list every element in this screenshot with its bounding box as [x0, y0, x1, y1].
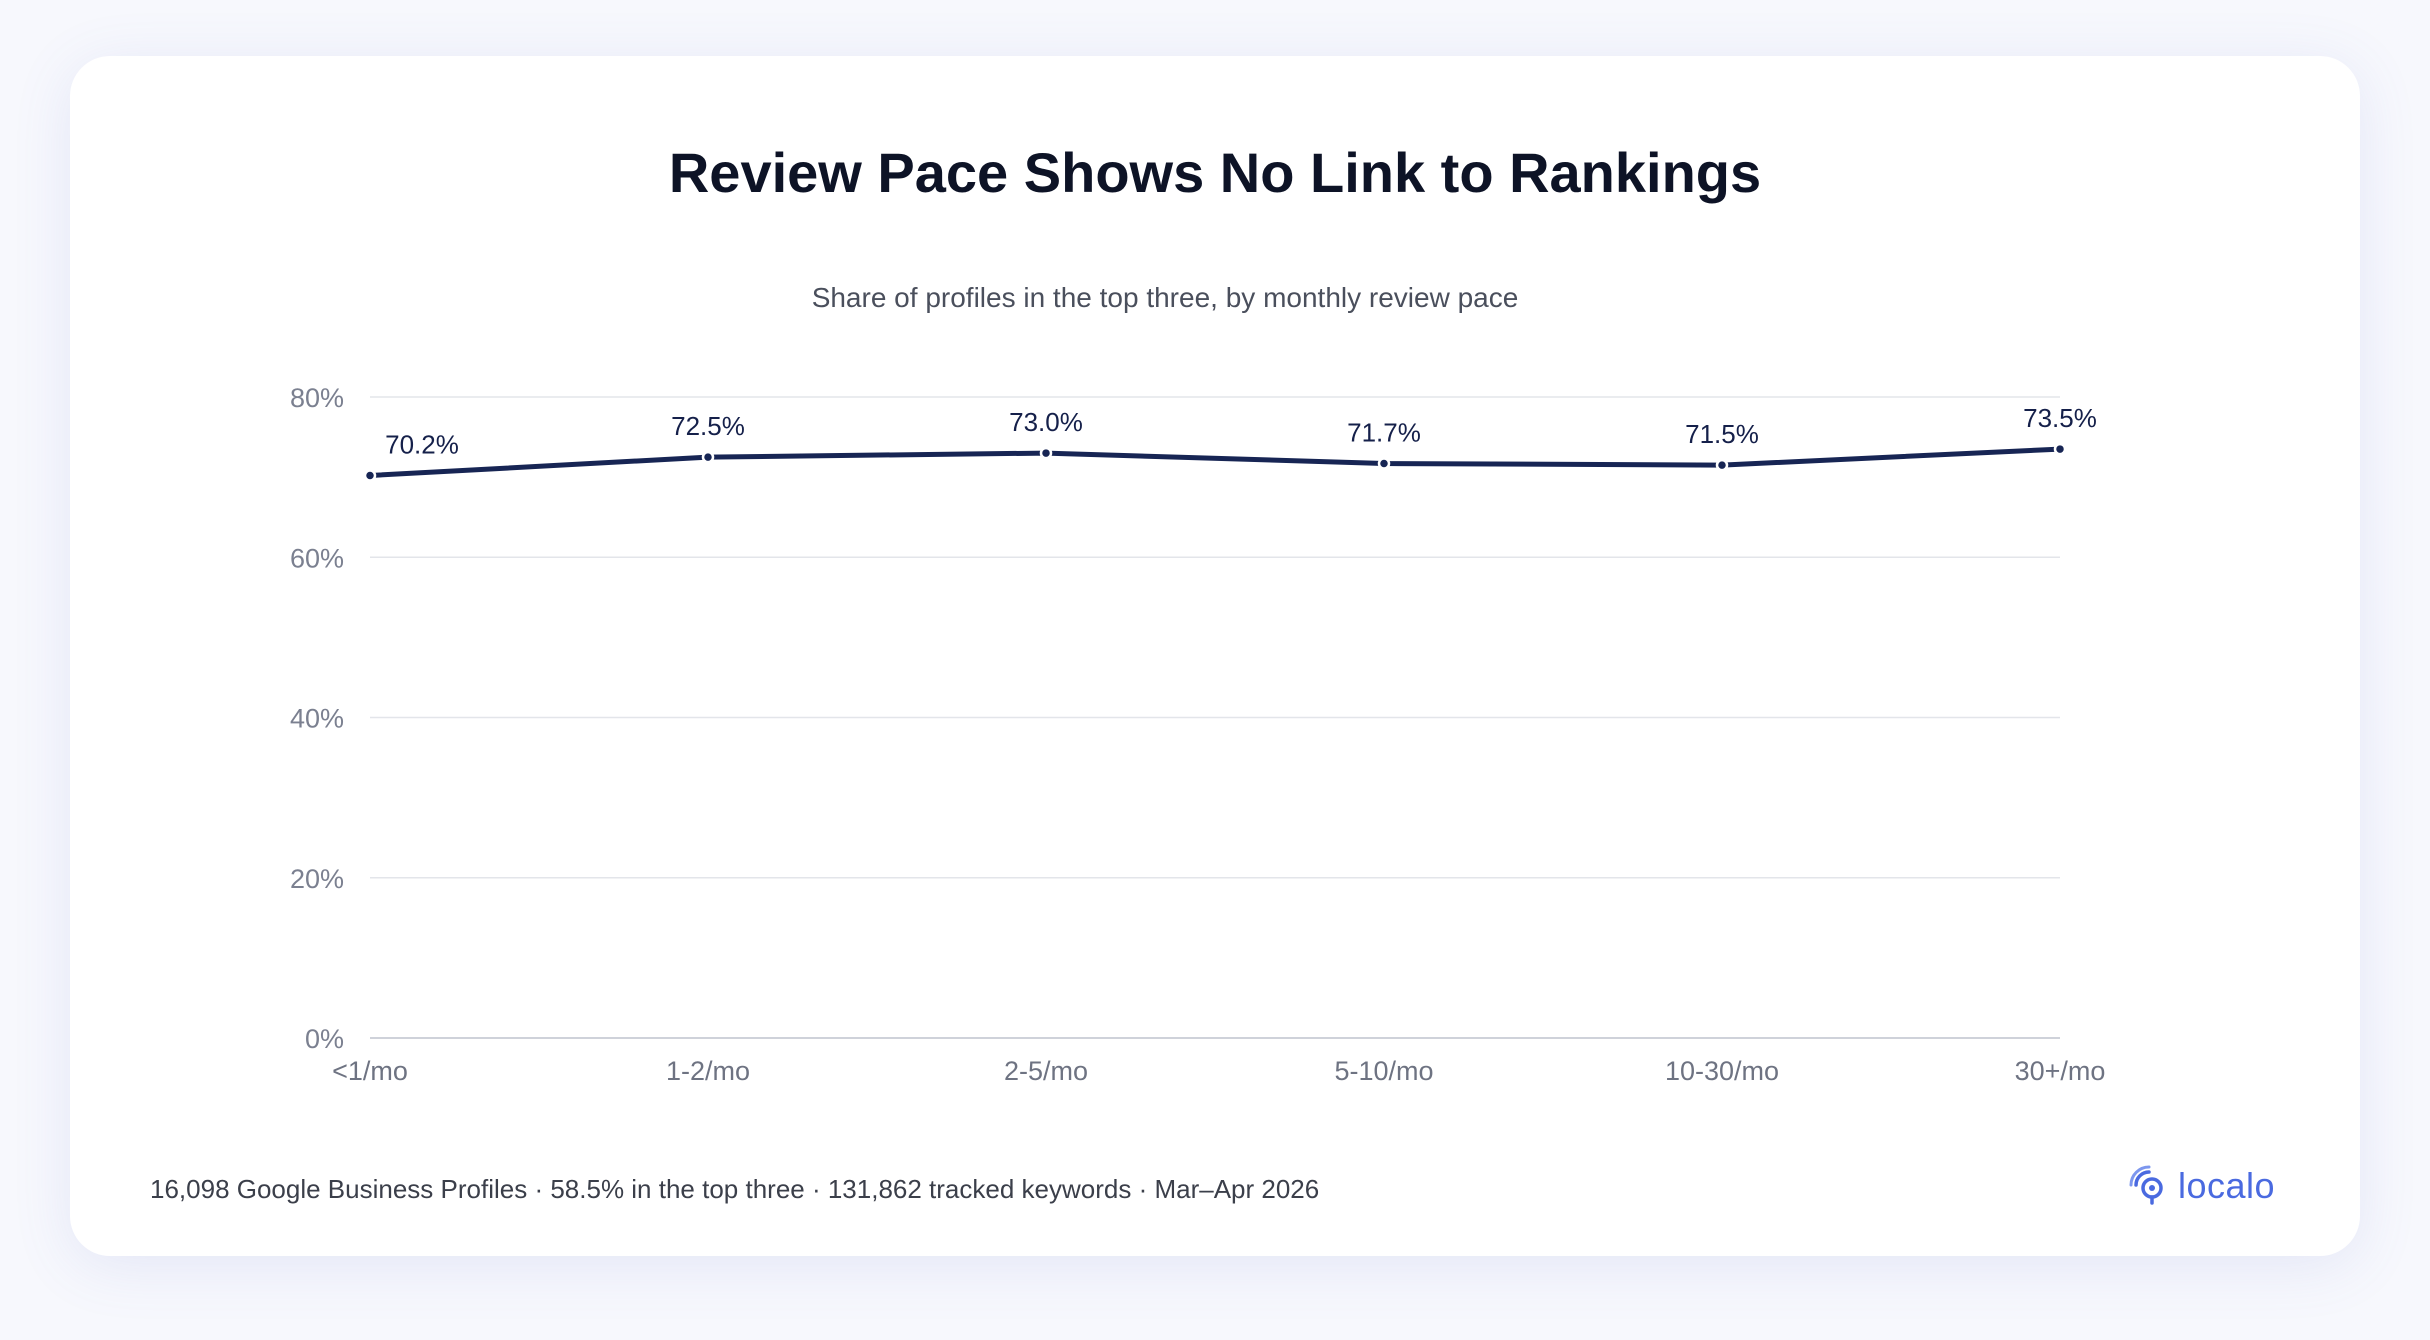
data-point: [363, 469, 377, 482]
grid-lines: [370, 396, 2060, 1039]
data-point: [1377, 457, 1391, 470]
data-labels: 70.2% 72.5% 73.0% 71.7% 71.5% 73.5%: [385, 403, 2097, 459]
chart-subtitle: Share of profiles in the top three, by m…: [811, 282, 1519, 313]
y-axis: 0% 20% 40% 60% 80%: [290, 383, 344, 1054]
y-tick-label: 80%: [290, 383, 344, 413]
series-line: [367, 446, 2063, 479]
data-label: 72.5%: [671, 411, 745, 441]
brand-name: localo: [2178, 1165, 2276, 1206]
series: [363, 442, 2067, 482]
y-tick-label: 0%: [305, 1024, 344, 1054]
y-tick-label: 60%: [290, 543, 344, 573]
data-label: 73.0%: [1009, 407, 1083, 437]
y-tick-label: 20%: [290, 864, 344, 894]
data-label: 70.2%: [385, 430, 459, 460]
x-tick-label: 10-30/mo: [1665, 1056, 1779, 1086]
brand-logo: localo: [2128, 1164, 2275, 1208]
data-point: [701, 450, 715, 464]
x-axis: <1/mo 1-2/mo 2-5/mo 5-10/mo 10-30/mo 30+/mo: [332, 1056, 2105, 1086]
data-point: [2053, 442, 2067, 456]
x-tick-label: 1-2/mo: [666, 1056, 750, 1086]
footer-note: 16,098 Google Business Profiles · 58.5% …: [150, 1174, 1320, 1204]
data-label: 71.7%: [1347, 418, 1421, 448]
chart-title: Review Pace Shows No Link to Rankings: [668, 141, 1762, 204]
y-tick-label: 40%: [290, 704, 344, 734]
data-point: [1715, 458, 1729, 472]
x-tick-label: 2-5/mo: [1004, 1056, 1088, 1086]
x-tick-label: 30+/mo: [2015, 1056, 2106, 1086]
data-label: 71.5%: [1685, 419, 1759, 449]
data-label: 73.5%: [2023, 403, 2097, 433]
x-tick-label: 5-10/mo: [1334, 1056, 1433, 1086]
x-tick-label: <1/mo: [332, 1056, 408, 1086]
data-point: [1039, 446, 1053, 460]
chart-card: [70, 56, 2360, 1256]
location-pin-icon: [2129, 1165, 2163, 1205]
